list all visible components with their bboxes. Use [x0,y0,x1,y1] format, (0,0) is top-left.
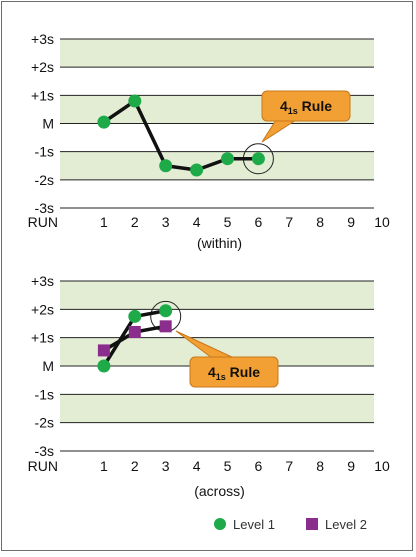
legend-marker [306,518,318,530]
callout-rule-subscript: 1s [216,372,226,382]
x-tick-label: 6 [255,458,263,474]
x-tick-label: 7 [285,458,293,474]
y-tick-label: M [42,358,54,374]
legend-label: Level 2 [325,517,367,532]
x-tick-label: 5 [224,214,232,230]
callout-label: 41s Rule [280,98,332,116]
x-tick-label: 10 [374,458,390,474]
x-tick-label: 8 [316,458,324,474]
y-tick-label: -2s [35,172,54,188]
sd-band [60,151,374,180]
callout-box [261,90,351,122]
callout-box [189,356,279,388]
x-axis-title: RUN [28,458,58,474]
axis-caption: (within) [197,235,242,251]
callout-rule-number: 4 [208,364,216,380]
x-tick-label: 6 [255,214,263,230]
y-tick-label: +3s [31,273,54,289]
x-axis-title: RUN [28,214,58,230]
callout-rule-word: Rule [226,364,260,380]
legend-marker [214,518,226,530]
x-tick-label: 2 [131,458,139,474]
x-tick-label: 3 [162,458,170,474]
y-tick-label: -1s [35,144,54,160]
y-tick-label: -3s [35,200,54,216]
callout-label: 41s Rule [208,364,260,382]
x-tick-label: 3 [162,214,170,230]
y-tick-label: +1s [31,87,54,103]
axis-caption: (across) [194,483,245,499]
x-tick-label: 4 [193,214,201,230]
data-point [159,159,173,173]
data-point [190,163,204,177]
data-point [97,344,110,357]
sd-band [60,394,374,423]
data-point [97,359,111,373]
callout-rule-word: Rule [298,98,332,114]
x-tick-label: 9 [347,214,355,230]
data-point [251,152,265,166]
legend-label: Level 1 [233,517,275,532]
y-tick-label: M [42,116,54,132]
x-tick-label: 1 [100,214,108,230]
y-tick-label: -1s [35,386,54,402]
data-point [128,94,142,108]
sd-band [60,39,374,68]
x-tick-label: 8 [316,214,324,230]
data-point [97,115,111,129]
x-tick-label: 2 [131,214,139,230]
x-tick-label: 10 [374,214,390,230]
y-tick-label: +3s [31,31,54,47]
data-point [128,309,142,323]
x-tick-label: 5 [224,458,232,474]
x-tick-label: 4 [193,458,201,474]
data-point [221,152,234,166]
x-tick-label: 7 [285,214,293,230]
y-tick-label: +1s [31,330,54,346]
y-tick-label: -2s [35,415,54,431]
sd-band [60,281,374,310]
data-point [159,320,172,333]
legend: Level 1 Level 2 [214,517,367,532]
data-point [159,304,173,318]
data-point [128,326,141,338]
y-tick-label: -3s [35,443,54,459]
callout-rule-subscript: 1s [288,106,298,116]
y-tick-label: +2s [31,301,54,317]
y-tick-label: +2s [31,59,54,75]
callout-rule-number: 4 [280,98,288,114]
x-tick-label: 9 [347,458,355,474]
figure-frame: +3s +2s +1s M -1s -2s -3s RUN 1 2 3 4 5 6 7 8 9 10 (within… [1,1,413,551]
x-tick-label: 1 [100,458,108,474]
